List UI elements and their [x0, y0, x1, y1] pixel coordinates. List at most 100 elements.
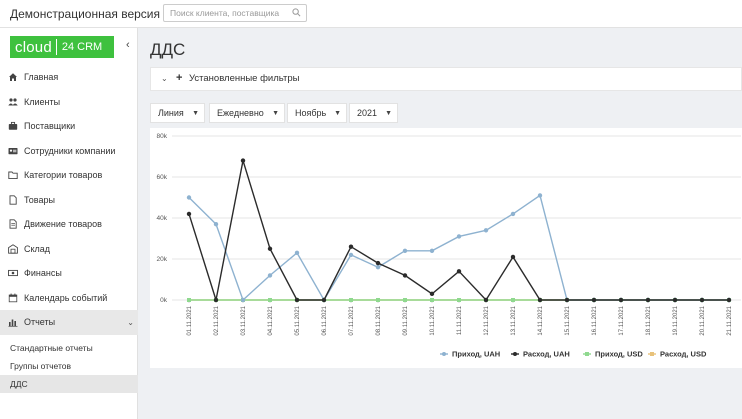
legend-marker [442, 352, 446, 356]
chevron-down-icon[interactable]: ⌄ [161, 74, 168, 83]
money-icon [8, 268, 18, 278]
x-tick-label: 04.11.2021 [268, 305, 274, 335]
data-point [375, 265, 381, 270]
sidebar-item-suppliers[interactable]: Поставщики [0, 114, 138, 139]
legend-marker [585, 352, 589, 356]
data-point [213, 297, 219, 303]
year-select[interactable]: 2021 ▼ [349, 103, 398, 123]
data-point [591, 297, 597, 303]
sidebar-menu: Главная Клиенты Поставщики Сотрудники ко… [0, 65, 138, 335]
data-point [268, 298, 272, 302]
page-title: ДДС [150, 40, 186, 59]
sidebar-item-label: Финансы [24, 268, 62, 279]
data-point [402, 248, 408, 253]
data-point [483, 297, 489, 303]
sidebar-item-calendar[interactable]: Календарь событий [0, 286, 138, 311]
data-point [510, 254, 516, 260]
sidebar-item-label: Категории товаров [24, 170, 103, 181]
search-input[interactable] [164, 5, 288, 21]
bar-chart-icon [8, 317, 18, 327]
sidebar-item-stock-movement[interactable]: Движение товаров [0, 212, 138, 237]
sidebar-collapse-button[interactable]: ‹ [126, 39, 130, 51]
top-bar: Демонстрационная версия [0, 0, 742, 28]
x-tick-label: 06.11.2021 [322, 305, 328, 335]
sidebar-item-reports[interactable]: Отчеты ⌄ [0, 310, 138, 335]
home-icon [8, 72, 18, 82]
x-tick-label: 09.11.2021 [403, 305, 409, 335]
data-point [294, 297, 300, 303]
id-card-icon [8, 146, 18, 156]
data-point [430, 298, 434, 302]
sidebar-item-clients[interactable]: Клиенты [0, 90, 138, 115]
calendar-icon [8, 293, 18, 303]
app-title: Демонстрационная версия [10, 7, 160, 21]
legend-entry: Приход, USD [595, 350, 643, 359]
data-point [376, 298, 380, 302]
data-point [267, 273, 273, 278]
data-point [240, 297, 246, 303]
filters-panel[interactable]: ⌄ + Установленные фильтры [150, 67, 742, 91]
sidebar-item-label: Поставщики [24, 121, 76, 132]
x-tick-label: 02.11.2021 [214, 305, 220, 335]
data-point [537, 297, 543, 303]
legend-marker [513, 352, 517, 356]
sidebar-item-label: Главная [24, 72, 59, 83]
submenu-item-report-groups[interactable]: Группы отчетов [10, 361, 72, 371]
submenu-item-standard-reports[interactable]: Стандартные отчеты [10, 343, 93, 353]
submenu-item-dds[interactable]: ДДС [0, 375, 138, 393]
folder-icon [8, 170, 18, 180]
x-tick-label: 16.11.2021 [592, 305, 598, 335]
sidebar: cloud 24 CRM ‹ Главная Клиенты Поставщик… [0, 28, 138, 419]
x-tick-label: 19.11.2021 [673, 305, 679, 335]
data-point [429, 291, 435, 297]
data-point [187, 298, 191, 302]
x-tick-label: 14.11.2021 [538, 305, 544, 335]
y-tick-label: 0k [160, 297, 168, 304]
data-point [457, 298, 461, 302]
dds-line-chart: 0k 20k 40k 60k 80k 01.11.2021 02.11.2021 03.11.… [157, 133, 741, 359]
logo[interactable]: cloud 24 CRM [10, 36, 114, 58]
legend-entry: Приход, UAH [452, 350, 500, 359]
search-icon[interactable] [292, 8, 301, 17]
x-tick-label: 07.11.2021 [349, 305, 355, 335]
reports-submenu: Стандартные отчеты Группы отчетов ДДС [0, 339, 138, 393]
legend-entry: Расход, USD [660, 350, 707, 359]
sidebar-item-employees[interactable]: Сотрудники компании [0, 139, 138, 164]
sidebar-item-products[interactable]: Товары [0, 188, 138, 213]
x-tick-label: 17.11.2021 [619, 305, 625, 335]
x-tick-label: 20.11.2021 [700, 305, 706, 335]
data-point [186, 195, 192, 200]
search-box[interactable] [163, 4, 307, 22]
data-point [267, 246, 273, 251]
x-tick-label: 18.11.2021 [646, 305, 652, 335]
plus-icon[interactable]: + [176, 72, 183, 84]
sidebar-item-warehouse[interactable]: Склад [0, 237, 138, 262]
year-value: 2021 [357, 108, 378, 118]
sidebar-item-label: Движение товаров [24, 219, 102, 230]
x-tick-label: 12.11.2021 [484, 305, 490, 335]
sidebar-item-label: Сотрудники компании [24, 145, 116, 156]
x-tick-label: 15.11.2021 [565, 305, 571, 335]
sidebar-item-categories[interactable]: Категории товаров [0, 163, 138, 188]
data-point [349, 298, 353, 302]
x-tick-label: 11.11.2021 [457, 305, 463, 335]
data-point [321, 297, 327, 303]
x-tick-label: 01.11.2021 [187, 305, 193, 335]
chevron-down-icon: ▼ [272, 110, 279, 117]
chart-type-select[interactable]: Линия ▼ [150, 103, 205, 123]
filters-label[interactable]: Установленные фильтры [189, 73, 300, 84]
sidebar-item-label: Склад [24, 243, 51, 254]
data-point [348, 244, 354, 249]
data-point [618, 297, 624, 303]
data-point [294, 250, 300, 256]
chart-panel: 0k 20k 40k 60k 80k 01.11.2021 02.11.2021 03.11.… [150, 128, 742, 368]
chevron-down-icon: ▼ [385, 110, 392, 117]
data-point [402, 273, 408, 278]
series-line [188, 160, 729, 302]
data-point [672, 297, 678, 303]
sidebar-item-label: Клиенты [24, 96, 61, 107]
sidebar-item-home[interactable]: Главная [0, 65, 138, 90]
sidebar-item-finance[interactable]: Финансы [0, 261, 138, 286]
month-select[interactable]: Ноябрь ▼ [287, 103, 347, 123]
period-select[interactable]: Ежедневно ▼ [209, 103, 285, 123]
